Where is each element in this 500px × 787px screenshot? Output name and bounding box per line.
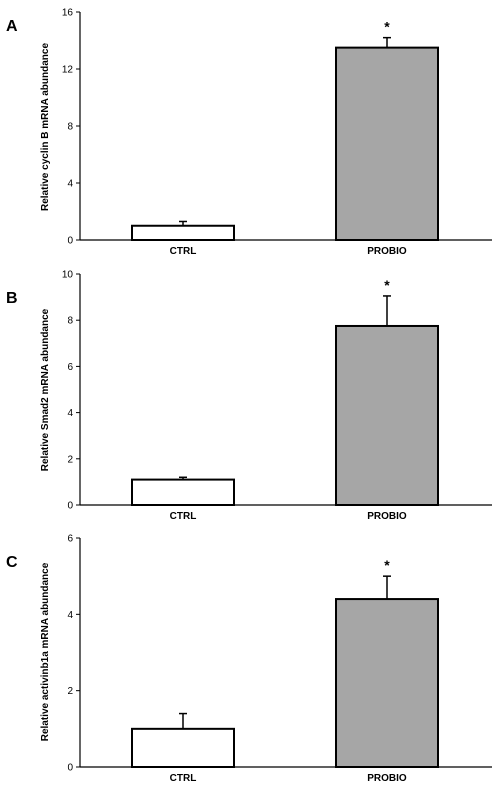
bar-probio [335, 324, 439, 506]
panel-a: A Relative cyclin B mRNA abundance 0 4 8 12… [6, 8, 492, 257]
category-label: PROBIO [367, 511, 407, 522]
y-axis-label: Relative Smad2 mRNA abundance [40, 308, 51, 471]
y-tick-label: 6 [67, 534, 73, 545]
category-label: PROBIO [367, 246, 407, 257]
panel-letter: C [6, 554, 18, 571]
bar-ctrl [131, 478, 235, 506]
y-tick-label: 4 [67, 610, 73, 621]
panel-letter: B [6, 290, 18, 307]
category-label: PROBIO [367, 773, 407, 784]
y-tick-label: 0 [67, 501, 73, 512]
bar-ctrl [131, 727, 235, 768]
category-label: CTRL [170, 773, 197, 784]
y-tick-label: 2 [67, 454, 73, 465]
y-tick-label: 16 [62, 8, 74, 19]
significance-marker: * [384, 557, 390, 573]
y-tick-label: 8 [67, 122, 73, 133]
panel-b: B Relative Smad2 mRNA abundance 0 2 4 6 8 10 C… [6, 270, 492, 522]
category-label: CTRL [170, 511, 197, 522]
panel-letter: A [6, 18, 18, 35]
category-label: CTRL [170, 246, 197, 257]
bar-probio [335, 598, 439, 768]
significance-marker: * [384, 277, 390, 293]
y-tick-label: 4 [67, 179, 73, 190]
y-tick-label: 2 [67, 686, 73, 697]
y-axis-label: Relative cyclin B mRNA abundance [40, 43, 51, 211]
y-tick-label: 8 [67, 316, 73, 327]
y-tick-label: 4 [67, 408, 73, 419]
y-tick-label: 12 [62, 65, 74, 76]
bar-probio [335, 46, 439, 241]
y-tick-label: 0 [67, 763, 73, 774]
bar-ctrl [131, 224, 235, 241]
y-tick-label: 10 [62, 270, 74, 281]
significance-marker: * [384, 19, 390, 35]
panel-c: C Relative activinb1a mRNA abundance 0 2 4… [6, 534, 492, 784]
y-axis-label: Relative activinb1a mRNA abundance [40, 562, 51, 741]
y-tick-label: 6 [67, 362, 73, 373]
y-tick-label: 0 [67, 236, 73, 247]
